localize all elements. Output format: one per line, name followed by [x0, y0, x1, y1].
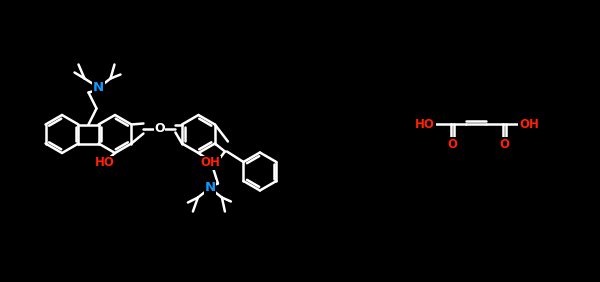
Text: OH: OH: [519, 118, 539, 131]
Text: HO: HO: [415, 118, 435, 131]
Text: O: O: [447, 138, 457, 151]
Text: O: O: [154, 122, 165, 135]
Text: N: N: [205, 181, 215, 194]
Text: HO: HO: [95, 157, 115, 169]
Text: O: O: [499, 138, 509, 151]
Text: OH: OH: [200, 157, 220, 169]
Text: N: N: [93, 81, 104, 94]
